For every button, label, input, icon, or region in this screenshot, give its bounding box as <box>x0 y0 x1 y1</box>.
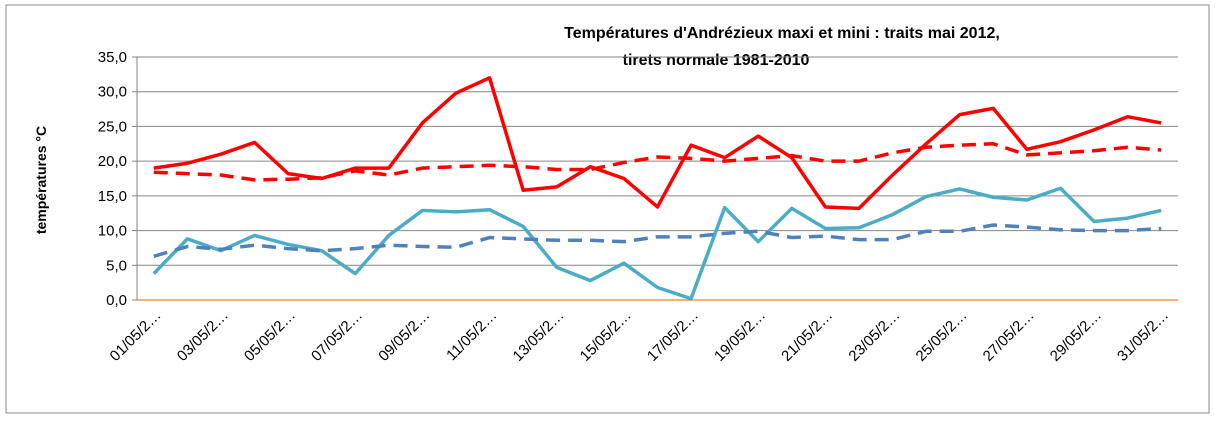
series-line <box>152 186 1162 301</box>
chart-title: Températures d'Andrézieux maxi et mini :… <box>564 25 1000 42</box>
y-axis-label: températures °C <box>33 126 49 234</box>
chart-title: tirets normale 1981-2010 <box>623 52 810 69</box>
y-tick-label: 0,0 <box>106 292 127 309</box>
y-tick-label: 5,0 <box>106 257 127 274</box>
series-line <box>153 142 1162 182</box>
y-tick-label: 20,0 <box>98 153 127 170</box>
y-tick-label: 25,0 <box>98 118 127 135</box>
y-tick-label: 10,0 <box>98 223 127 240</box>
series-line <box>153 223 1162 258</box>
chart-border <box>5 4 1210 414</box>
y-tick-label: 30,0 <box>98 84 127 101</box>
y-tick-label: 15,0 <box>98 188 127 205</box>
series-line <box>153 76 1162 211</box>
y-tick-label: 35,0 <box>98 49 127 66</box>
